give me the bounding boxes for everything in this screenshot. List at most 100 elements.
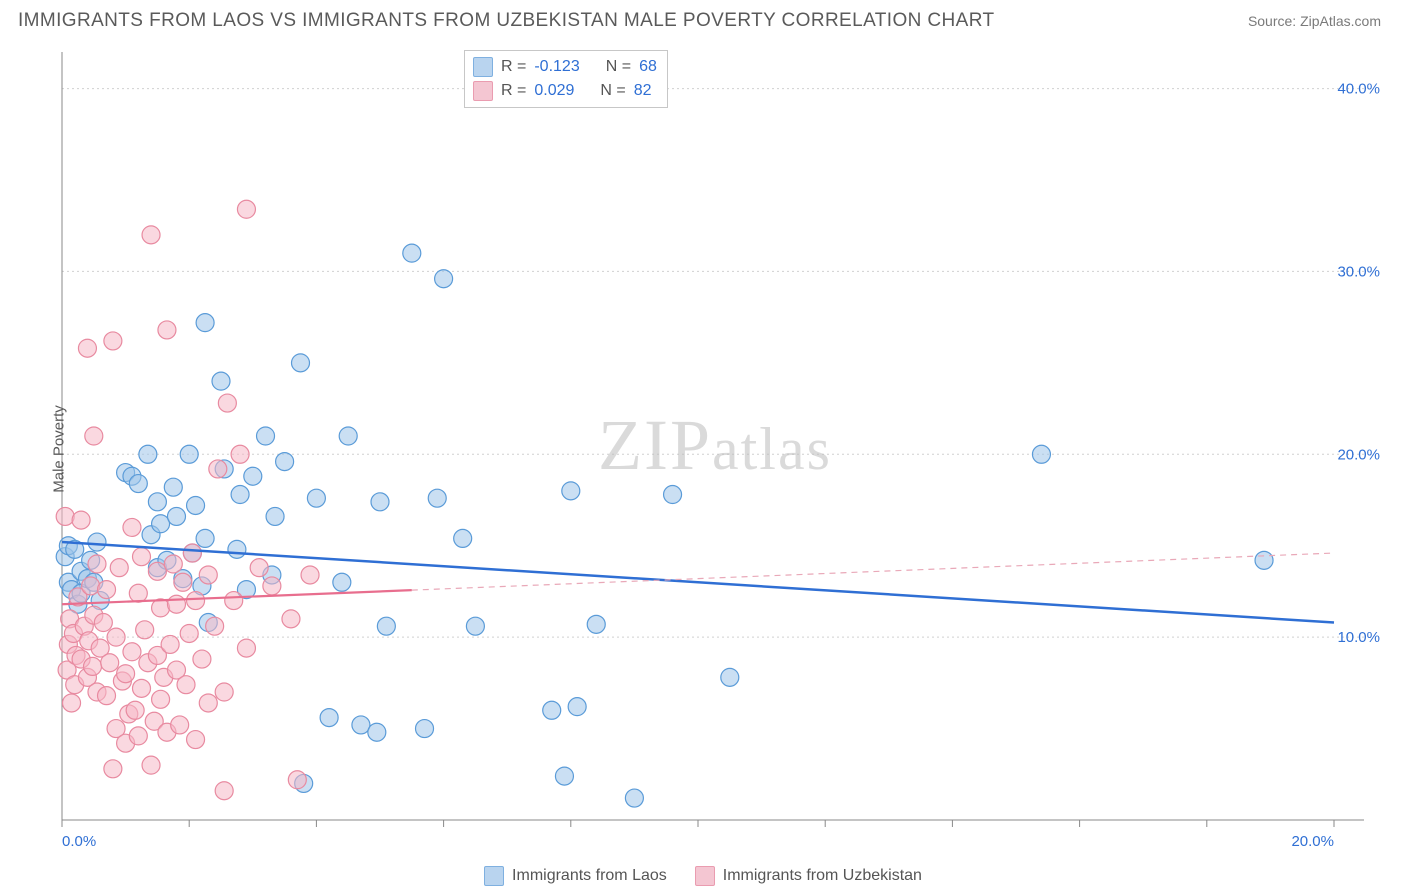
data-point-uzbekistan bbox=[104, 332, 122, 350]
data-point-uzbekistan bbox=[98, 581, 116, 599]
trend-line-uzbekistan-ext bbox=[412, 553, 1334, 590]
data-point-uzbekistan bbox=[209, 460, 227, 478]
data-point-uzbekistan bbox=[129, 727, 147, 745]
data-point-uzbekistan bbox=[171, 716, 189, 734]
data-point-uzbekistan bbox=[177, 676, 195, 694]
data-point-uzbekistan bbox=[101, 654, 119, 672]
data-point-laos bbox=[403, 244, 421, 262]
data-point-laos bbox=[88, 533, 106, 551]
swatch-pink bbox=[473, 81, 493, 101]
data-point-uzbekistan bbox=[133, 679, 151, 697]
data-point-laos bbox=[1032, 445, 1050, 463]
data-point-uzbekistan bbox=[218, 394, 236, 412]
data-point-uzbekistan bbox=[237, 200, 255, 218]
stats-row: R =-0.123N =68 bbox=[473, 55, 657, 79]
r-label: R = bbox=[501, 79, 526, 103]
data-point-laos bbox=[435, 270, 453, 288]
data-point-uzbekistan bbox=[263, 577, 281, 595]
data-point-uzbekistan bbox=[142, 226, 160, 244]
data-point-uzbekistan bbox=[72, 511, 90, 529]
data-point-uzbekistan bbox=[193, 650, 211, 668]
data-point-laos bbox=[428, 489, 446, 507]
data-point-uzbekistan bbox=[199, 566, 217, 584]
chart-title: IMMIGRANTS FROM LAOS VS IMMIGRANTS FROM … bbox=[18, 10, 995, 32]
data-point-uzbekistan bbox=[123, 518, 141, 536]
x-tick-label: 20.0% bbox=[1291, 833, 1334, 850]
data-point-laos bbox=[416, 720, 434, 738]
data-point-laos bbox=[352, 716, 370, 734]
data-point-uzbekistan bbox=[88, 555, 106, 573]
data-point-laos bbox=[167, 507, 185, 525]
data-point-laos bbox=[212, 372, 230, 390]
data-point-uzbekistan bbox=[104, 760, 122, 778]
data-point-uzbekistan bbox=[225, 592, 243, 610]
scatter-chart: 10.0%20.0%30.0%40.0%0.0%20.0% bbox=[18, 44, 1384, 854]
n-value: 82 bbox=[634, 79, 652, 103]
data-point-laos bbox=[555, 767, 573, 785]
data-point-uzbekistan bbox=[183, 544, 201, 562]
data-point-uzbekistan bbox=[129, 584, 147, 602]
data-point-laos bbox=[721, 668, 739, 686]
data-point-uzbekistan bbox=[167, 595, 185, 613]
data-point-uzbekistan bbox=[301, 566, 319, 584]
data-point-uzbekistan bbox=[126, 701, 144, 719]
legend-label: Immigrants from Laos bbox=[512, 867, 667, 885]
data-point-uzbekistan bbox=[215, 782, 233, 800]
data-point-laos bbox=[292, 354, 310, 372]
data-point-laos bbox=[320, 709, 338, 727]
data-point-laos bbox=[543, 701, 561, 719]
data-point-laos bbox=[368, 723, 386, 741]
data-point-laos bbox=[164, 478, 182, 496]
data-point-uzbekistan bbox=[94, 614, 112, 632]
data-point-laos bbox=[454, 529, 472, 547]
data-point-laos bbox=[129, 475, 147, 493]
data-point-laos bbox=[377, 617, 395, 635]
data-point-uzbekistan bbox=[148, 562, 166, 580]
data-point-uzbekistan bbox=[78, 339, 96, 357]
y-tick-label: 10.0% bbox=[1337, 629, 1380, 646]
data-point-laos bbox=[568, 698, 586, 716]
y-tick-label: 40.0% bbox=[1337, 81, 1380, 98]
data-point-laos bbox=[1255, 551, 1273, 569]
data-point-laos bbox=[148, 493, 166, 511]
data-point-uzbekistan bbox=[250, 559, 268, 577]
swatch-blue bbox=[484, 866, 504, 886]
legend-label: Immigrants from Uzbekistan bbox=[723, 867, 922, 885]
data-point-uzbekistan bbox=[85, 427, 103, 445]
n-label: N = bbox=[606, 55, 631, 79]
legend-item: Immigrants from Uzbekistan bbox=[695, 866, 922, 886]
data-point-laos bbox=[231, 486, 249, 504]
data-point-uzbekistan bbox=[199, 694, 217, 712]
r-value: 0.029 bbox=[534, 79, 574, 103]
swatch-pink bbox=[695, 866, 715, 886]
data-point-laos bbox=[228, 540, 246, 558]
data-point-laos bbox=[180, 445, 198, 463]
data-point-uzbekistan bbox=[110, 559, 128, 577]
data-point-laos bbox=[339, 427, 357, 445]
data-point-laos bbox=[276, 453, 294, 471]
data-point-laos bbox=[587, 615, 605, 633]
data-point-uzbekistan bbox=[215, 683, 233, 701]
data-point-laos bbox=[257, 427, 275, 445]
data-point-uzbekistan bbox=[187, 592, 205, 610]
source-label: Source: ZipAtlas.com bbox=[1248, 13, 1381, 29]
data-point-laos bbox=[466, 617, 484, 635]
bottom-legend: Immigrants from Laos Immigrants from Uzbe… bbox=[0, 866, 1406, 886]
data-point-uzbekistan bbox=[164, 555, 182, 573]
data-point-laos bbox=[664, 486, 682, 504]
y-tick-label: 30.0% bbox=[1337, 263, 1380, 280]
chart-container: Male Poverty 10.0%20.0%30.0%40.0%0.0%20.… bbox=[18, 44, 1384, 854]
data-point-laos bbox=[562, 482, 580, 500]
legend-item: Immigrants from Laos bbox=[484, 866, 667, 886]
data-point-laos bbox=[307, 489, 325, 507]
r-label: R = bbox=[501, 55, 526, 79]
data-point-uzbekistan bbox=[84, 657, 102, 675]
data-point-laos bbox=[187, 496, 205, 514]
data-point-uzbekistan bbox=[107, 628, 125, 646]
stats-row: R =0.029N =82 bbox=[473, 79, 657, 103]
data-point-laos bbox=[625, 789, 643, 807]
data-point-uzbekistan bbox=[158, 321, 176, 339]
data-point-uzbekistan bbox=[142, 756, 160, 774]
data-point-laos bbox=[196, 529, 214, 547]
data-point-uzbekistan bbox=[117, 665, 135, 683]
